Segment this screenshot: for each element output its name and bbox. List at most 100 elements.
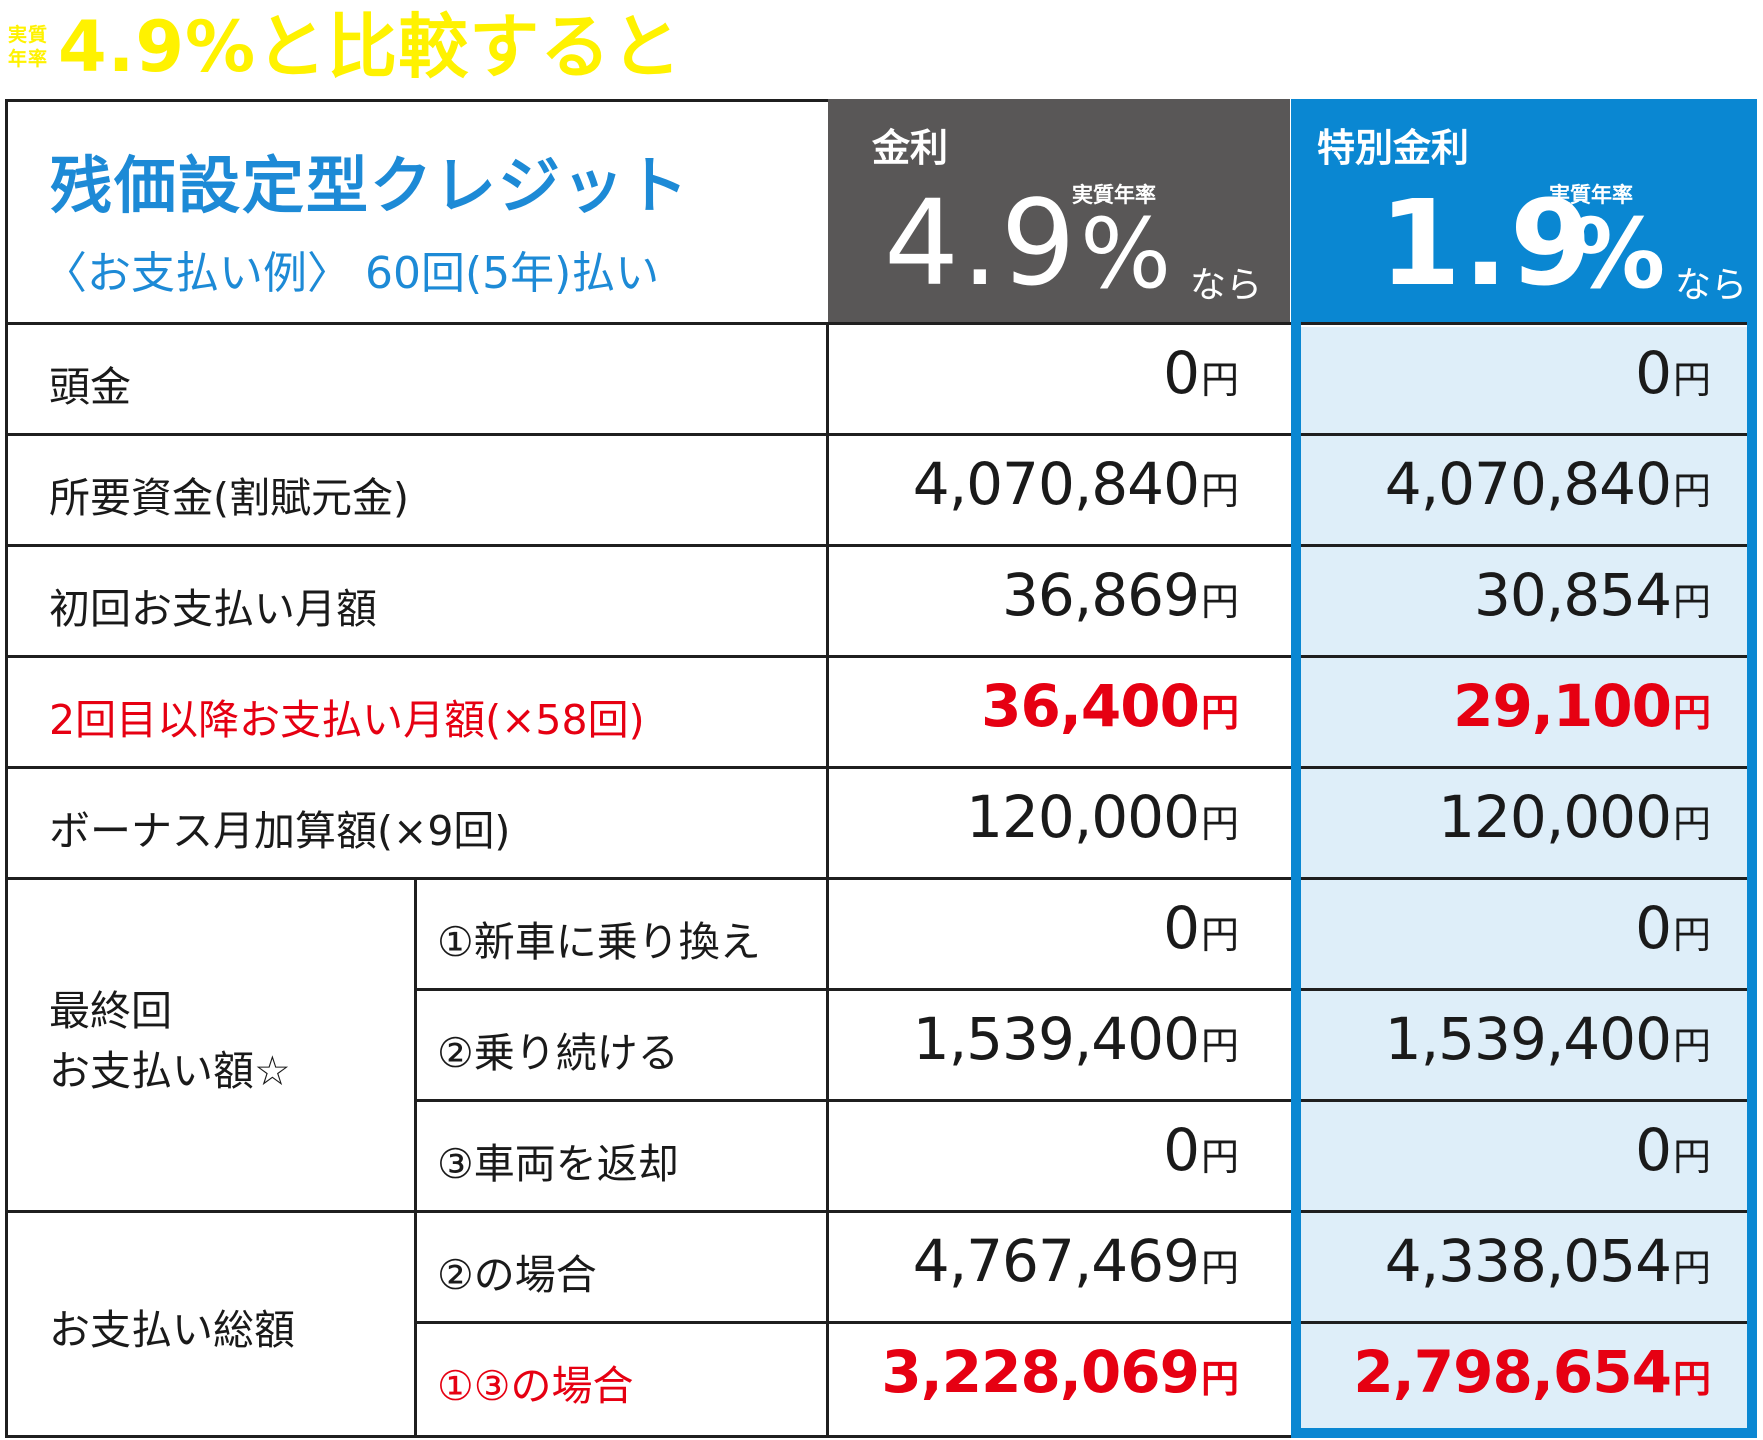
yen-unit: 円 — [1672, 691, 1711, 735]
row-label-principal: 所要資金(割賦元金) — [49, 474, 409, 522]
standard-value: 4,070,840円 — [913, 450, 1239, 518]
yen-unit: 円 — [1200, 802, 1239, 846]
special-row-separator — [1301, 766, 1747, 769]
yen-unit: 円 — [1200, 913, 1239, 957]
amount: 1,539,400 — [912, 1005, 1200, 1073]
amount: 4,070,840 — [912, 450, 1200, 518]
standard-rate-label: 金利 — [872, 126, 949, 170]
amount: 30,854 — [1474, 561, 1672, 629]
special-value: 4,338,054円 — [1385, 1227, 1711, 1295]
headline-text: 4.9%と比較すると — [58, 6, 683, 88]
special-row-separator — [1301, 655, 1747, 658]
yen-unit: 円 — [1672, 1135, 1711, 1179]
special-row-separator — [1301, 433, 1747, 436]
row-separator — [414, 1099, 1291, 1102]
special-row-separator — [1301, 322, 1747, 325]
row-label-first-payment: 初回お支払い月額 — [49, 585, 377, 633]
standard-value: 0円 — [1163, 1116, 1239, 1184]
special-value: 2,798,654円 — [1353, 1338, 1711, 1406]
headline-small-top: 実質 — [8, 24, 49, 46]
row-separator — [5, 544, 1291, 547]
final-label-line2: お支払い額☆ — [49, 1047, 291, 1095]
special-row-separator — [1301, 1321, 1747, 1324]
headline: 実質 年率 4.9%と比較すると — [8, 6, 682, 88]
row-separator — [5, 766, 1291, 769]
row-separator — [414, 1321, 1291, 1324]
standard-value: 3,228,069円 — [881, 1338, 1239, 1406]
column-separator-sub — [414, 880, 417, 1438]
standard-value: 0円 — [1163, 339, 1239, 407]
headline-small-bottom: 年率 — [8, 48, 49, 70]
amount: 0 — [1163, 894, 1200, 962]
plan-title: 残価設定型クレジット — [50, 149, 691, 222]
standard-value: 36,400円 — [981, 672, 1239, 740]
amount: 0 — [1163, 1116, 1200, 1184]
payment-comparison-table: 残価設定型クレジット 〈お支払い例〉 60回(5年)払い 金利 実質年率 4.9… — [5, 99, 1757, 1438]
row-separator — [5, 877, 1291, 880]
amount: 4,338,054 — [1384, 1227, 1672, 1295]
special-rate-label: 特別金利 — [1317, 126, 1470, 170]
row-label-down-payment: 頭金 — [49, 363, 131, 411]
amount: 29,100 — [1453, 672, 1672, 740]
row-separator — [5, 655, 1291, 658]
special-row-separator — [1301, 988, 1747, 991]
yen-unit: 円 — [1672, 358, 1711, 402]
standard-rate-small: 実質年率 — [1072, 183, 1156, 207]
row-label-bonus: ボーナス月加算額(×9回) — [49, 807, 511, 855]
standard-value: 4,767,469円 — [913, 1227, 1239, 1295]
amount: 1,539,400 — [1384, 1005, 1672, 1073]
standard-rate-percent: % — [1080, 198, 1172, 310]
yen-unit: 円 — [1672, 802, 1711, 846]
amount: 36,400 — [981, 672, 1200, 740]
special-row-separator — [1301, 1099, 1747, 1102]
standard-rate-suffix: なら — [1190, 265, 1263, 306]
final-option-label: ②乗り続ける — [437, 1029, 679, 1077]
standard-value: 1,539,400円 — [913, 1005, 1239, 1073]
standard-value: 0円 — [1163, 894, 1239, 962]
amount: 36,869 — [1002, 561, 1200, 629]
yen-unit: 円 — [1672, 469, 1711, 513]
special-row-separator — [1301, 1210, 1747, 1213]
table-border-bottom — [5, 1435, 1291, 1438]
special-value: 4,070,840円 — [1385, 450, 1711, 518]
yen-unit: 円 — [1200, 1135, 1239, 1179]
special-value: 0円 — [1635, 339, 1711, 407]
amount: 120,000 — [1438, 783, 1672, 851]
plan-subtitle: 〈お支払い例〉 60回(5年)払い — [43, 248, 660, 299]
yen-unit: 円 — [1672, 1024, 1711, 1068]
row-separator — [414, 988, 1291, 991]
special-rate-value: 1.9 — [1379, 174, 1595, 312]
yen-unit: 円 — [1200, 1357, 1239, 1401]
final-option-label: ①新車に乗り換え — [437, 918, 761, 966]
special-rate-small: 実質年率 — [1549, 183, 1633, 207]
special-column-frame — [1291, 99, 1757, 1438]
yen-unit: 円 — [1200, 1246, 1239, 1290]
final-label-line1: 最終回 — [49, 987, 172, 1035]
amount: 0 — [1163, 339, 1200, 407]
special-value: 0円 — [1635, 894, 1711, 962]
row-label-monthly-payment: 2回目以降お支払い月額(×58回) — [49, 696, 645, 744]
special-value: 30,854円 — [1474, 561, 1711, 629]
yen-unit: 円 — [1200, 580, 1239, 624]
yen-unit: 円 — [1200, 691, 1239, 735]
special-rate-suffix: なら — [1675, 265, 1748, 306]
total-option-label: ②の場合 — [437, 1251, 597, 1299]
amount: 4,767,469 — [912, 1227, 1200, 1295]
row-separator — [5, 433, 1291, 436]
total-option-label: ①③の場合 — [437, 1362, 634, 1410]
special-value: 0円 — [1635, 1116, 1711, 1184]
yen-unit: 円 — [1672, 1246, 1711, 1290]
yen-unit: 円 — [1200, 469, 1239, 513]
headline-rate-note: 実質 年率 — [8, 23, 48, 71]
special-value: 29,100円 — [1453, 672, 1711, 740]
standard-value: 36,869円 — [1002, 561, 1239, 629]
special-value: 120,000円 — [1438, 783, 1711, 851]
standard-rate-value: 4.9 — [884, 174, 1078, 312]
standard-value: 120,000円 — [966, 783, 1239, 851]
amount: 0 — [1635, 339, 1672, 407]
amount: 2,798,654 — [1353, 1338, 1672, 1406]
yen-unit: 円 — [1200, 1024, 1239, 1068]
yen-unit: 円 — [1672, 580, 1711, 624]
row-separator — [5, 1210, 1291, 1213]
standard-rate-header: 金利 実質年率 4.9 % なら — [828, 99, 1290, 323]
